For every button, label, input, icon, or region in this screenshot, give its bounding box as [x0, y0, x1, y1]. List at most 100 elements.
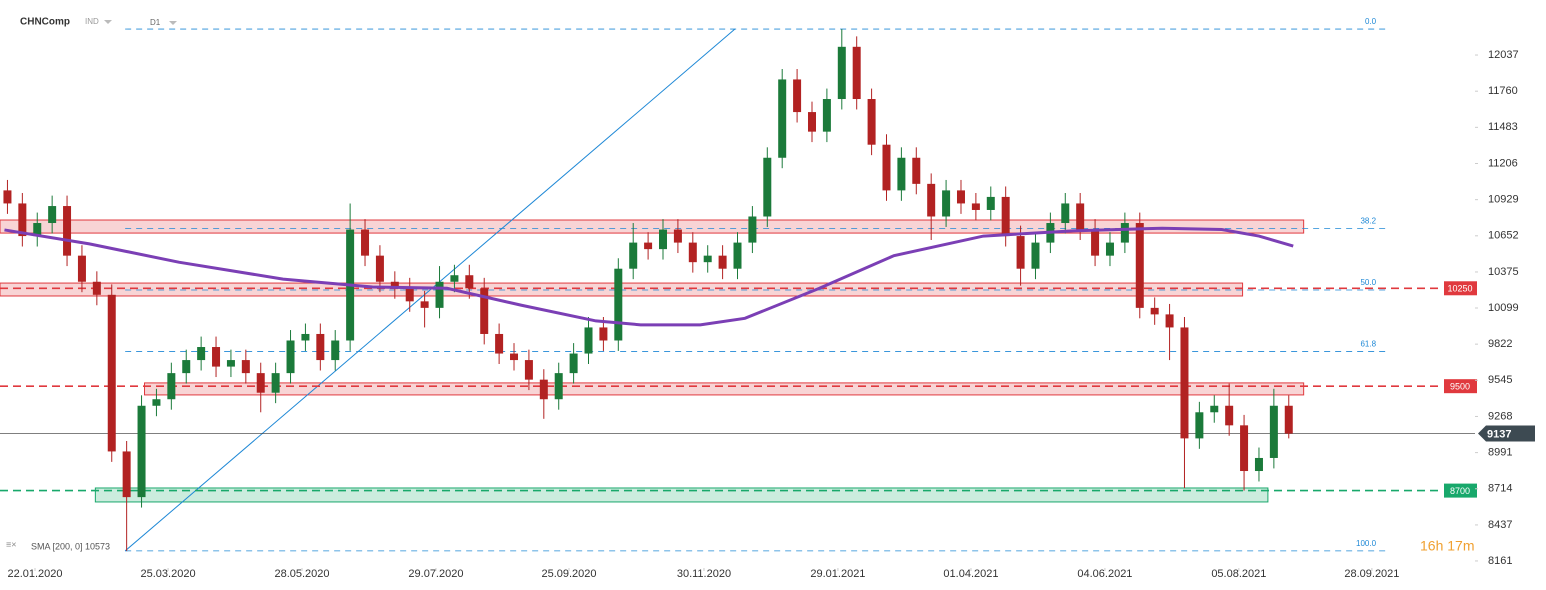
candle-body: [510, 353, 519, 361]
candle-body: [465, 275, 474, 289]
candle-body: [286, 340, 295, 374]
candle-body: [63, 206, 72, 256]
candle-body: [361, 229, 370, 256]
candle-body: [420, 301, 429, 308]
x-tick-label: 04.06.2021: [1077, 568, 1132, 580]
x-tick-label: 01.04.2021: [943, 568, 998, 580]
candle-body: [1076, 203, 1085, 230]
legend-icon: ≡×: [6, 539, 17, 549]
candle-body: [956, 190, 965, 204]
y-tick-label: 8991: [1488, 447, 1512, 459]
x-tick-label: 29.07.2020: [408, 568, 463, 580]
candle-body: [927, 183, 936, 217]
candle-body: [986, 196, 995, 210]
candle-body: [301, 333, 310, 341]
y-tick-label: 11760: [1488, 85, 1518, 97]
level-label: 9500: [1450, 382, 1470, 392]
candle-body: [733, 242, 742, 269]
candle-body: [375, 255, 384, 282]
candle-body: [152, 399, 161, 406]
dropdown-arrow[interactable]: [169, 21, 177, 25]
candle-body: [182, 360, 191, 374]
fib-label: 100.0: [1356, 539, 1377, 548]
candle-body: [584, 327, 593, 354]
candle-body: [1165, 314, 1174, 328]
symbol: CHNComp: [20, 17, 70, 28]
candle-body: [495, 333, 504, 354]
y-tick-label: 12037: [1488, 49, 1519, 61]
candle-body: [390, 281, 399, 289]
candle-body: [524, 360, 533, 380]
candle-body: [1284, 405, 1293, 434]
y-tick-label: 11206: [1488, 157, 1518, 169]
x-tick-label: 29.01.2021: [810, 568, 865, 580]
candle-body: [569, 353, 578, 374]
candle-body: [912, 157, 921, 184]
candle-body: [226, 360, 235, 367]
candle-body: [316, 333, 325, 361]
interval[interactable]: D1: [150, 18, 161, 27]
candle-body: [539, 379, 548, 400]
candle-body: [107, 294, 116, 452]
candle-body: [897, 157, 906, 191]
y-tick-label: 10099: [1488, 302, 1519, 314]
candle-body: [48, 206, 57, 224]
candle-body: [882, 144, 891, 191]
candle-body: [212, 347, 221, 367]
candle-body: [1016, 236, 1025, 269]
candle-body: [1269, 405, 1278, 458]
y-tick-label: 10652: [1488, 230, 1519, 242]
fib-label: 38.2: [1360, 216, 1376, 225]
candle-body: [271, 373, 280, 393]
candle-body: [1001, 196, 1010, 237]
candle-body: [405, 288, 414, 302]
candle-body: [1120, 223, 1129, 243]
candle-body: [942, 190, 951, 217]
candle-body: [718, 255, 727, 269]
candle-body: [1210, 405, 1219, 413]
candle-body: [1180, 327, 1189, 439]
candle-body: [971, 203, 980, 210]
candle-body: [435, 281, 444, 308]
candle-body: [644, 242, 653, 250]
candle-body: [1105, 242, 1114, 256]
fib-label: 0.0: [1365, 17, 1377, 26]
candle-body: [241, 360, 250, 374]
candle-body: [793, 79, 802, 113]
candle-body: [33, 223, 42, 237]
zone: [94, 487, 1269, 503]
candle-body: [703, 255, 712, 263]
candle-body: [852, 46, 861, 100]
candle-body: [1150, 307, 1159, 315]
x-tick-label: 25.03.2020: [141, 568, 196, 580]
candle-body: [1031, 242, 1040, 269]
candle-body: [1061, 203, 1070, 224]
candle-body: [18, 203, 27, 237]
level-label: 10250: [1447, 284, 1472, 294]
fib-label: 61.8: [1360, 340, 1376, 349]
candle-body: [167, 373, 176, 400]
candle-body: [748, 216, 757, 243]
candle-body: [554, 373, 563, 400]
y-tick-label: 10929: [1488, 194, 1519, 206]
y-tick-label: 8437: [1488, 519, 1512, 531]
x-tick-label: 30.11.2020: [677, 568, 731, 580]
candle-body: [137, 405, 146, 498]
zone: [144, 382, 1305, 396]
candle-body: [1195, 412, 1204, 439]
last-price-label: 9137: [1487, 428, 1511, 440]
candle-body: [331, 340, 340, 361]
instrument-kind[interactable]: IND: [85, 17, 99, 26]
candle-body: [480, 288, 489, 334]
candle-body: [822, 99, 831, 132]
dropdown-arrow[interactable]: [104, 20, 112, 24]
y-tick-label: 9822: [1488, 338, 1512, 350]
y-tick-label: 10375: [1488, 266, 1519, 278]
candle-body: [1091, 229, 1100, 256]
candle-body: [1240, 425, 1249, 472]
x-tick-label: 28.05.2020: [274, 568, 329, 580]
y-tick-label: 11483: [1488, 121, 1518, 133]
candle-body: [1254, 457, 1263, 472]
candle-body: [122, 451, 131, 498]
